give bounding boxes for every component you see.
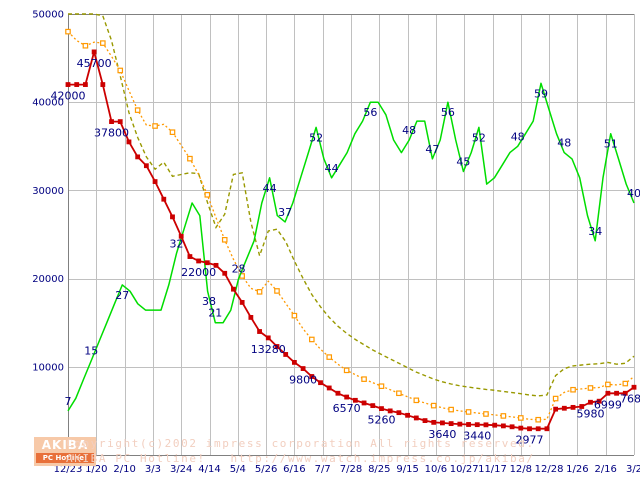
data-point-label: 5980 — [576, 407, 604, 420]
x-tick-label: 4/14 — [198, 464, 220, 475]
x-tick-label: 10/27 — [450, 464, 479, 475]
x-tick-label: 7/7 — [315, 464, 331, 475]
data-point-label: 45700 — [77, 57, 112, 70]
x-tick-label: 5/26 — [255, 464, 277, 475]
data-point-label: 2977 — [516, 434, 544, 447]
data-point-label: 37800 — [94, 127, 129, 140]
data-point-label: 47 — [425, 143, 439, 156]
logo-subtitle: PC Hotline! — [36, 453, 94, 463]
data-point-label: 48 — [557, 137, 571, 150]
data-point-label: 7 — [65, 395, 72, 408]
y-tick-label: 20000 — [32, 274, 64, 285]
axis-lines — [68, 14, 634, 456]
series-shop-count — [67, 82, 635, 412]
data-point-label: 37 — [278, 206, 292, 219]
series-price-avg — [65, 28, 635, 423]
x-tick-label: 12/8 — [510, 464, 532, 475]
data-point-label: 22000 — [181, 266, 216, 279]
x-tick-label: 1/26 — [566, 464, 588, 475]
data-point-label: 28 — [232, 263, 246, 276]
data-point-label: 40 — [627, 187, 640, 200]
x-tick-label: 3/2 — [626, 464, 640, 475]
data-point-label: 38 — [202, 295, 216, 308]
data-point-label: 21 — [208, 307, 222, 320]
data-point-label: 13280 — [251, 343, 286, 356]
series-price-min — [65, 49, 637, 432]
data-point-label: 52 — [472, 131, 486, 144]
akiba-logo: AKIBA PC Hotline! — [34, 437, 96, 466]
data-point-label: 56 — [441, 106, 455, 119]
x-tick-label: 6/16 — [283, 464, 305, 475]
data-point-label: 52 — [309, 131, 323, 144]
x-tick-label: 12/28 — [535, 464, 564, 475]
y-tick-label: 50000 — [32, 10, 64, 21]
x-tick-label: 2/10 — [113, 464, 135, 475]
data-point-label: 44 — [325, 162, 339, 175]
data-point-label: 6570 — [333, 402, 361, 415]
x-tick-label: 7/28 — [340, 464, 362, 475]
data-point-labels: 42000 45700 37800 22000 13280 9800 6570 5260 364… — [51, 57, 640, 447]
data-point-label: 27 — [115, 289, 129, 302]
y-tick-label: 40000 — [32, 98, 64, 109]
data-point-label: 59 — [534, 87, 548, 100]
data-point-label: 3640 — [428, 428, 456, 441]
logo-title: AKIBA — [41, 438, 89, 452]
data-point-label: 34 — [588, 225, 602, 238]
data-point-label: 44 — [263, 182, 277, 195]
x-axis-labels: 12/23 1/20 2/10 3/3 3/24 4/14 5/4 5/26 6/16 7/7 7/… — [54, 464, 640, 475]
x-tick-label: 5/4 — [230, 464, 246, 475]
x-tick-label: 1/20 — [85, 464, 107, 475]
data-point-label: 51 — [604, 138, 618, 151]
data-point-label: 42000 — [51, 90, 86, 103]
data-point-label: 48 — [402, 124, 416, 137]
series-price-max — [68, 13, 635, 397]
x-tick-label: 9/15 — [396, 464, 418, 475]
y-axis-labels: 01000020000300004000050000 — [32, 10, 64, 462]
data-point-label: 6999 — [594, 398, 622, 411]
x-tick-label: 3/24 — [170, 464, 192, 475]
data-point-label: 3440 — [463, 430, 491, 443]
data-point-label: 15 — [84, 345, 98, 358]
x-tick-label: 12/23 — [54, 464, 83, 475]
data-point-label: 7680 — [620, 392, 640, 405]
data-point-label: 56 — [363, 106, 377, 119]
data-point-label: 9800 — [289, 374, 317, 387]
data-point-label: 45 — [456, 156, 470, 169]
y-tick-label: 10000 — [32, 362, 64, 373]
data-point-label: 48 — [511, 130, 525, 143]
x-tick-label: 8/25 — [368, 464, 390, 475]
x-tick-label: 11/17 — [478, 464, 507, 475]
x-tick-label: 2/16 — [594, 464, 616, 475]
y-tick-label: 30000 — [32, 186, 64, 197]
x-tick-label: 3/3 — [145, 464, 161, 475]
x-tick-label: 10/6 — [425, 464, 447, 475]
data-point-label: 5260 — [367, 414, 395, 427]
data-point-label: 32 — [170, 237, 184, 250]
